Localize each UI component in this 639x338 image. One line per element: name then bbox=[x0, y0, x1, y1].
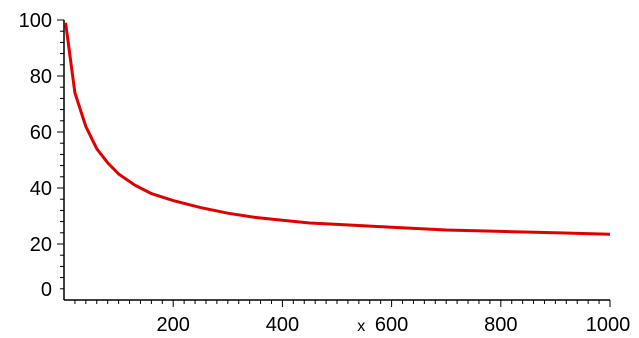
series-line bbox=[64, 22, 611, 236]
y-tick-label: 20 bbox=[30, 234, 52, 256]
y-tick-label: 80 bbox=[30, 66, 52, 88]
x-axis-label: x bbox=[357, 318, 365, 335]
x-tick-label: 200 bbox=[157, 314, 190, 336]
y-tick-label: 40 bbox=[30, 178, 52, 200]
y-tick-label: 60 bbox=[30, 122, 52, 144]
x-tick-label: 400 bbox=[266, 314, 299, 336]
tick-labels: 200 400 600 800 1000 0 20 40 60 80 100 bbox=[19, 10, 631, 336]
x-tick-label: 1000 bbox=[586, 314, 631, 336]
y-tick-label: 0 bbox=[41, 279, 52, 301]
x-tick-label: 600 bbox=[375, 314, 408, 336]
y-tick-label: 100 bbox=[19, 10, 52, 32]
x-axis-ticks bbox=[74, 300, 611, 307]
x-tick-label: 800 bbox=[484, 314, 517, 336]
y-axis-ticks bbox=[57, 19, 64, 290]
